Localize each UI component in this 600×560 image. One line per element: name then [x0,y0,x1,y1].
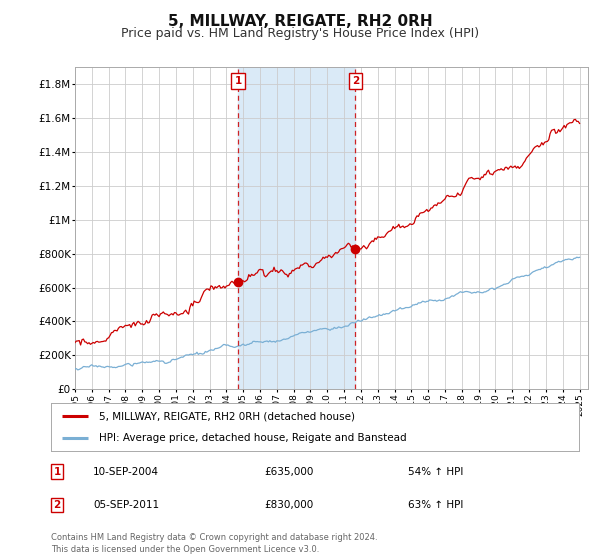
Text: £635,000: £635,000 [264,466,313,477]
Text: 5, MILLWAY, REIGATE, RH2 0RH: 5, MILLWAY, REIGATE, RH2 0RH [167,14,433,29]
Text: £830,000: £830,000 [264,500,313,510]
Bar [238,67,355,389]
Text: 63% ↑ HPI: 63% ↑ HPI [408,500,463,510]
Text: Price paid vs. HM Land Registry's House Price Index (HPI): Price paid vs. HM Land Registry's House … [121,27,479,40]
Text: 1: 1 [53,466,61,477]
Text: HPI: Average price, detached house, Reigate and Banstead: HPI: Average price, detached house, Reig… [98,433,406,443]
Text: 2: 2 [53,500,61,510]
Text: Contains HM Land Registry data © Crown copyright and database right 2024.
This d: Contains HM Land Registry data © Crown c… [51,533,377,554]
Text: 54% ↑ HPI: 54% ↑ HPI [408,466,463,477]
Text: 05-SEP-2011: 05-SEP-2011 [93,500,159,510]
Text: 1: 1 [235,76,242,86]
Text: 10-SEP-2004: 10-SEP-2004 [93,466,159,477]
Text: 2: 2 [352,76,359,86]
Text: 5, MILLWAY, REIGATE, RH2 0RH (detached house): 5, MILLWAY, REIGATE, RH2 0RH (detached h… [98,411,355,421]
